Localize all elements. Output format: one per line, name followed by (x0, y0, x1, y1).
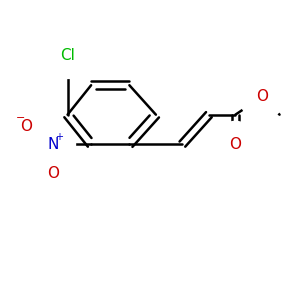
Text: O: O (256, 89, 268, 104)
Circle shape (213, 122, 258, 167)
Circle shape (4, 104, 49, 149)
Text: Cl: Cl (60, 48, 75, 63)
Circle shape (239, 74, 285, 120)
Text: O: O (20, 119, 32, 134)
Text: N: N (47, 136, 58, 152)
Circle shape (30, 122, 76, 167)
Text: +: + (55, 132, 63, 142)
Circle shape (30, 151, 76, 196)
Text: −: − (16, 113, 26, 124)
Text: O: O (230, 136, 242, 152)
Circle shape (45, 33, 90, 78)
Text: O: O (47, 166, 59, 181)
